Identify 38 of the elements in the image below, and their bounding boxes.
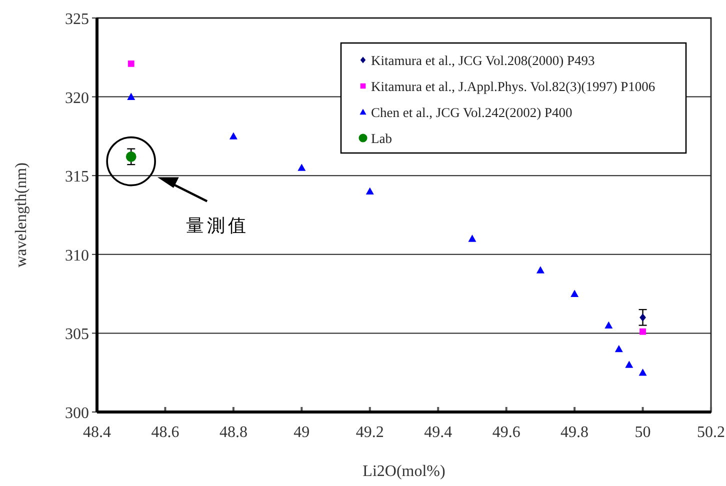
x-tick-label: 49.2 — [356, 424, 384, 441]
point — [625, 360, 634, 368]
x-axis-title: Li2O(mol%) — [362, 463, 446, 480]
point — [614, 344, 623, 352]
point — [366, 187, 374, 195]
annotation: 量測值 — [186, 215, 250, 236]
y-tick-label: 320 — [65, 90, 89, 107]
point — [126, 151, 136, 162]
point — [468, 234, 476, 242]
x-tick-label: 49.8 — [560, 424, 589, 441]
x-tick-label: 49.4 — [424, 424, 452, 441]
point — [638, 368, 647, 376]
x-tick-label: 50.2 — [697, 424, 725, 441]
point — [128, 60, 134, 67]
y-tick-label: 300 — [65, 405, 89, 422]
x-tick-label: 49 — [294, 424, 310, 441]
point — [127, 92, 136, 100]
x-tick-label: 48.6 — [151, 424, 180, 441]
legend-label: Kitamura et al., J.Appl.Phys. Vol.82(3)(1997) P1006 — [371, 79, 656, 94]
legend-label: Lab — [371, 131, 392, 146]
y-axis-title: wavelength(nm) — [13, 162, 30, 268]
x-tick-label: 48.4 — [83, 424, 111, 441]
x-tick-label: 49.6 — [492, 424, 520, 441]
point — [298, 164, 306, 171]
point — [570, 290, 579, 297]
y-tick-label: 325 — [65, 11, 89, 28]
legend-label: Kitamura et al., JCG Vol.208(2000) P493 — [371, 53, 595, 68]
y-tick-label: 315 — [65, 168, 89, 186]
y-tick-label: 310 — [65, 247, 89, 264]
x-tick-label: 50 — [634, 424, 651, 441]
legend-label: Chen et al., JCG Vol.242(2002) P400 — [371, 105, 573, 120]
y-tick-label: 305 — [65, 326, 89, 344]
point — [229, 132, 238, 140]
point — [604, 321, 613, 329]
point — [536, 266, 544, 274]
point — [640, 313, 646, 322]
point — [640, 328, 646, 335]
x-tick-label: 48.8 — [219, 424, 248, 441]
